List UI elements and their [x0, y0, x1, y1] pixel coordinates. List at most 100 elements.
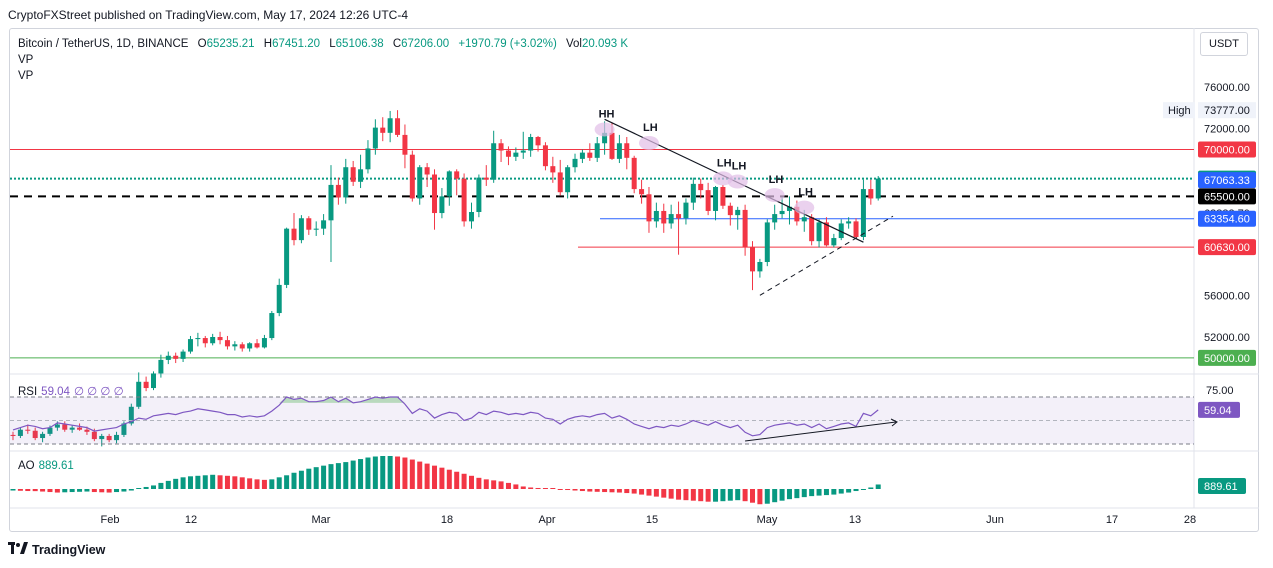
- candle-body: [291, 228, 297, 241]
- candle-body: [801, 217, 807, 222]
- ao-bar: [439, 467, 445, 489]
- ao-bar: [801, 489, 807, 498]
- ao-bar: [328, 464, 334, 489]
- ao-bar: [239, 477, 245, 489]
- ao-bar: [298, 470, 304, 489]
- ao-bar: [261, 479, 267, 489]
- ao-bar: [757, 489, 763, 505]
- swing-label: LH: [732, 161, 747, 173]
- tradingview-logo[interactable]: TradingView: [8, 542, 105, 557]
- ao-bar: [173, 478, 179, 489]
- candle-body: [572, 158, 578, 168]
- candle-body: [402, 134, 408, 155]
- rsi-label[interactable]: RSI: [18, 386, 38, 398]
- candle-body: [269, 313, 275, 339]
- ao-bar: [579, 489, 585, 492]
- candle-body: [54, 424, 60, 428]
- x-tick-label: Feb: [101, 514, 120, 526]
- ao-bar: [224, 475, 230, 489]
- candle-body: [343, 167, 349, 198]
- ao-bar: [417, 461, 423, 489]
- swing-highlight: [794, 200, 815, 215]
- indicator-vp-1[interactable]: VP: [18, 54, 34, 66]
- candle-body: [224, 340, 230, 347]
- ao-bar: [276, 477, 282, 489]
- candle-body: [735, 209, 741, 216]
- close-label: C: [392, 38, 402, 50]
- ao-bar: [609, 489, 615, 493]
- candle-body: [690, 183, 696, 203]
- x-tick-label: Apr: [538, 514, 555, 526]
- candle-body: [91, 431, 97, 440]
- candle-body: [276, 284, 282, 314]
- candle-body: [409, 154, 415, 199]
- candle-body: [668, 214, 674, 224]
- candle-body: [868, 189, 874, 199]
- ao-bar: [875, 484, 881, 489]
- candle-body: [653, 210, 659, 222]
- ao-bar: [491, 480, 497, 489]
- ao-bar: [646, 489, 652, 496]
- price-tag-label: 60630.00: [1204, 242, 1250, 254]
- volume-value: 20.093 K: [581, 38, 629, 50]
- ao-bar: [550, 488, 556, 489]
- open-label: O: [197, 38, 207, 50]
- candle-body: [151, 373, 157, 389]
- ao-bar: [32, 489, 38, 492]
- candle-body: [446, 171, 452, 197]
- rsi-line: [12, 396, 879, 437]
- ao-bar: [395, 456, 401, 489]
- ao-bar: [772, 489, 778, 503]
- ao-bar: [202, 475, 208, 489]
- candle-body: [594, 143, 600, 158]
- symbol-title[interactable]: Bitcoin / TetherUS, 1D, BINANCE: [18, 38, 189, 50]
- candle-body: [639, 189, 645, 195]
- candle-body: [77, 427, 83, 430]
- candle-body: [202, 338, 208, 344]
- ao-bar: [594, 489, 600, 492]
- candle-body: [195, 338, 201, 340]
- candle-body: [335, 184, 341, 198]
- y-tick-label: 76000.00: [1204, 82, 1250, 94]
- tradingview-wordmark: TradingView: [32, 542, 106, 557]
- candle-body: [47, 427, 53, 434]
- swing-highlight: [764, 188, 785, 203]
- rsi-divergence-arrow: [745, 421, 897, 442]
- rsi-value: 59.04: [41, 386, 70, 398]
- candle-body: [698, 183, 704, 191]
- candle-body: [661, 210, 667, 224]
- ao-bar: [454, 471, 460, 489]
- candle-body: [432, 174, 438, 214]
- candle-body: [683, 202, 689, 219]
- candle-body: [180, 351, 186, 359]
- candle-body: [860, 189, 866, 237]
- candle-body: [705, 190, 711, 211]
- ao-value-tag: [1198, 478, 1246, 494]
- price-tag-label: 65500.00: [1204, 191, 1250, 203]
- candle-body: [25, 429, 31, 431]
- ao-bar: [639, 489, 645, 495]
- candle-body: [380, 127, 386, 133]
- indicator-vp-2[interactable]: VP: [18, 70, 34, 82]
- x-tick-label: 15: [646, 514, 658, 526]
- candle-body: [40, 433, 46, 439]
- ao-bar: [602, 489, 608, 493]
- price-tag: [1198, 239, 1256, 256]
- ao-bar: [10, 489, 16, 491]
- ao-label[interactable]: AO: [18, 460, 35, 472]
- candle-body: [764, 222, 770, 262]
- candle-body: [143, 381, 149, 389]
- ao-bar: [365, 457, 371, 489]
- ao-bar: [446, 469, 452, 489]
- ao-bar: [823, 489, 829, 496]
- chart-frame: [9, 28, 1259, 532]
- candle-body: [786, 206, 792, 211]
- ao-bar: [358, 459, 364, 489]
- ao-bar: [136, 488, 142, 489]
- currency-button[interactable]: USDT: [1200, 32, 1248, 56]
- ao-bar: [624, 489, 630, 494]
- candle-body: [99, 435, 105, 440]
- rsi-tick-label: 75.00: [1206, 385, 1234, 397]
- candle-body: [261, 338, 267, 348]
